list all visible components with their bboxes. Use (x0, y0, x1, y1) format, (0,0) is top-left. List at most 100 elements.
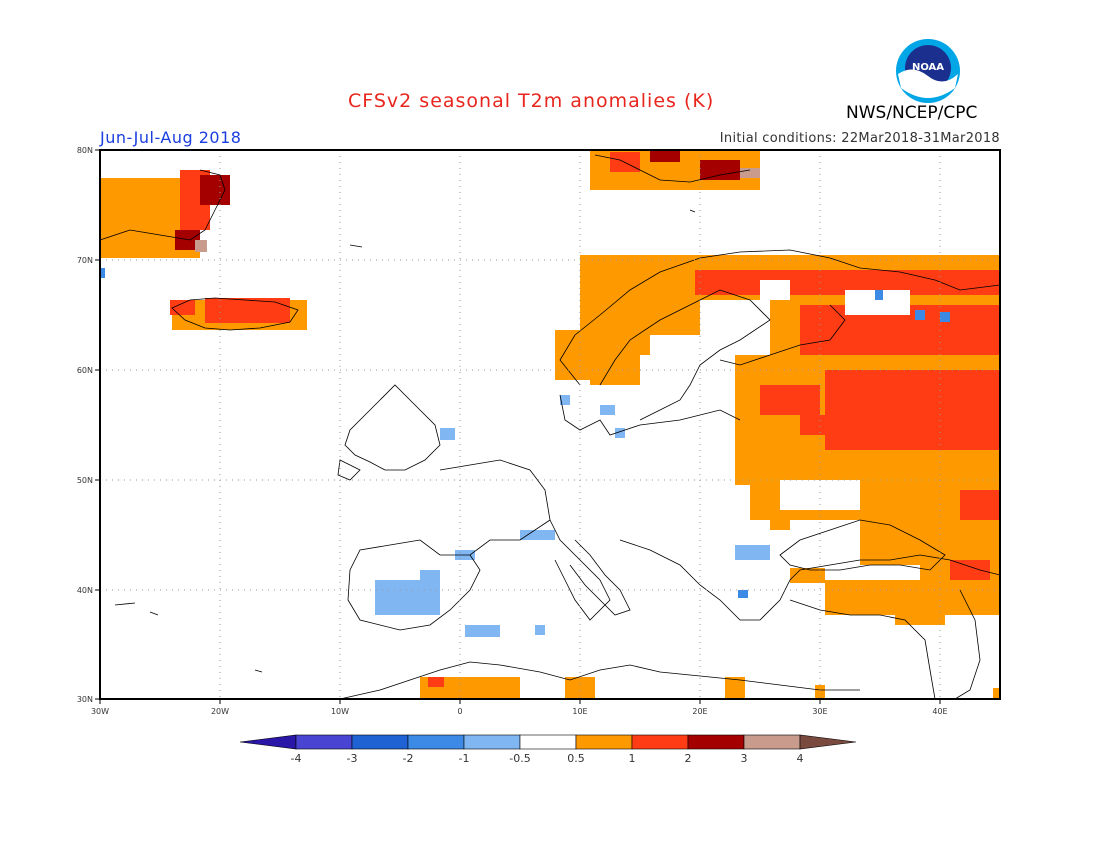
anomaly-cell-orange (825, 580, 1000, 615)
anomaly-cell-red (205, 298, 290, 323)
coastline-segment (254, 669, 263, 673)
coastline-segment (549, 519, 611, 621)
lon-label: 30W (91, 707, 109, 716)
coastline-segment (559, 249, 1001, 386)
anomaly-cell-red (960, 490, 1000, 520)
lon-label: 10E (572, 707, 587, 716)
colorbar-segment (743, 734, 801, 750)
agency-label: NWS/NCEP/CPC (846, 103, 978, 123)
lat-label: 70N (77, 256, 93, 265)
map-gridlines (100, 150, 1000, 699)
lat-label: 40N (77, 586, 93, 595)
anomaly-cell-brown (740, 168, 760, 178)
colorbar-label: 2 (685, 752, 692, 765)
coastline-segment (779, 519, 946, 571)
colorbar-label: -3 (347, 752, 358, 765)
colorbar-label: -2 (403, 752, 414, 765)
anomaly-cell-dark-red (700, 160, 740, 180)
axis-ticks: 80N 70N 60N 50N 40N 30N 30W 20W 10W 0 10E 20E 30E 40E (77, 146, 948, 716)
coastline-segment (349, 244, 363, 248)
anomaly-cell-mid-blue (875, 290, 883, 300)
lat-label: 30N (77, 695, 93, 704)
anomaly-cell-red (428, 677, 444, 687)
colorbar-segment (351, 734, 409, 750)
coastline-segment (599, 289, 771, 421)
anomaly-cell-red (800, 415, 830, 435)
coastline-segment (569, 539, 631, 616)
anomaly-cell-red (170, 300, 195, 315)
anomaly-cell-mid-blue (738, 590, 748, 598)
colorbar-segment (687, 734, 745, 750)
colorbar-label: -1 (459, 752, 470, 765)
coastline-segment (114, 602, 136, 606)
lon-label: 40E (932, 707, 947, 716)
colorbar-low-extension (239, 734, 297, 750)
lon-label: 0 (457, 707, 462, 716)
coastline-segment (789, 599, 936, 700)
anomaly-cell-light-blue (735, 545, 770, 560)
anomaly-cell-dark-red (175, 230, 200, 250)
coastline-segment (954, 589, 981, 700)
anomaly-cell-orange (993, 688, 1000, 699)
anomaly-cell-orange (770, 510, 790, 530)
anomaly-cells (100, 150, 1000, 699)
anomaly-cell-mid-blue (915, 310, 925, 320)
lon-label: 30E (812, 707, 827, 716)
colorbar-label: -4 (291, 752, 302, 765)
anomaly-cell-light-blue (600, 405, 615, 415)
anomaly-cell-orange (895, 610, 945, 625)
colorbar-segment (575, 734, 633, 750)
coastline-segment (171, 297, 299, 331)
colorbar-high-extension (799, 734, 857, 750)
anomaly-cell-orange (565, 677, 595, 699)
anomaly-cell-orange (815, 685, 825, 699)
forecast-period: Jun-Jul-Aug 2018 (100, 128, 242, 147)
anomaly-cell-light-blue (440, 428, 455, 440)
noaa-logo: NOAA (896, 39, 960, 103)
colorbar-segment (631, 734, 689, 750)
colorbar-segment (295, 734, 353, 750)
coastline-segment (594, 154, 751, 183)
coastline-segment (689, 209, 696, 213)
coastlines (99, 154, 1001, 700)
anomaly-cell-red (610, 152, 640, 172)
anomaly-cell-light-blue (560, 395, 570, 405)
coastline-segment (347, 459, 551, 631)
lat-label: 50N (77, 476, 93, 485)
colorbar: -4 -3 -2 -1 -0.5 0.5 1 2 3 4 (239, 734, 857, 765)
coastline-segment (719, 304, 846, 366)
initial-conditions: Initial conditions: 22Mar2018-31Mar2018 (719, 131, 1000, 146)
anomaly-cell-orange (420, 677, 520, 699)
coastline-segment (619, 539, 1001, 621)
lon-label: 10W (331, 707, 349, 716)
lat-label: 60N (77, 366, 93, 375)
colorbar-label: 0.5 (567, 752, 585, 765)
anomaly-cell-light-blue (420, 570, 440, 590)
colorbar-segment (519, 734, 577, 750)
anomaly-cell-light-blue (535, 625, 545, 635)
colorbar-segment (407, 734, 465, 750)
anomaly-cell-mid-blue (940, 312, 950, 322)
anomaly-cell-light-blue (615, 428, 625, 438)
anomaly-cell-mid-blue (100, 268, 105, 278)
coastline-segment (337, 459, 361, 481)
anomaly-cell-white (650, 335, 710, 375)
coastline-segment (344, 384, 441, 471)
logo-text: NOAA (912, 62, 944, 73)
colorbar-label: 3 (741, 752, 748, 765)
anomaly-cell-light-blue (520, 530, 555, 540)
anomaly-cell-red (760, 385, 820, 415)
anomaly-cell-white (780, 480, 860, 510)
colorbar-segment (463, 734, 521, 750)
anomaly-cell-brown (195, 240, 207, 252)
colorbar-label: 1 (629, 752, 636, 765)
coastline-segment (559, 394, 741, 436)
anomaly-cell-red (825, 370, 1000, 450)
map-frame (99, 149, 1001, 700)
lon-label: 20W (211, 707, 229, 716)
anomaly-cell-red (950, 560, 990, 580)
anomaly-cell-light-blue (465, 625, 500, 637)
lat-label: 80N (77, 146, 93, 155)
anomaly-cell-dark-red (650, 150, 680, 162)
